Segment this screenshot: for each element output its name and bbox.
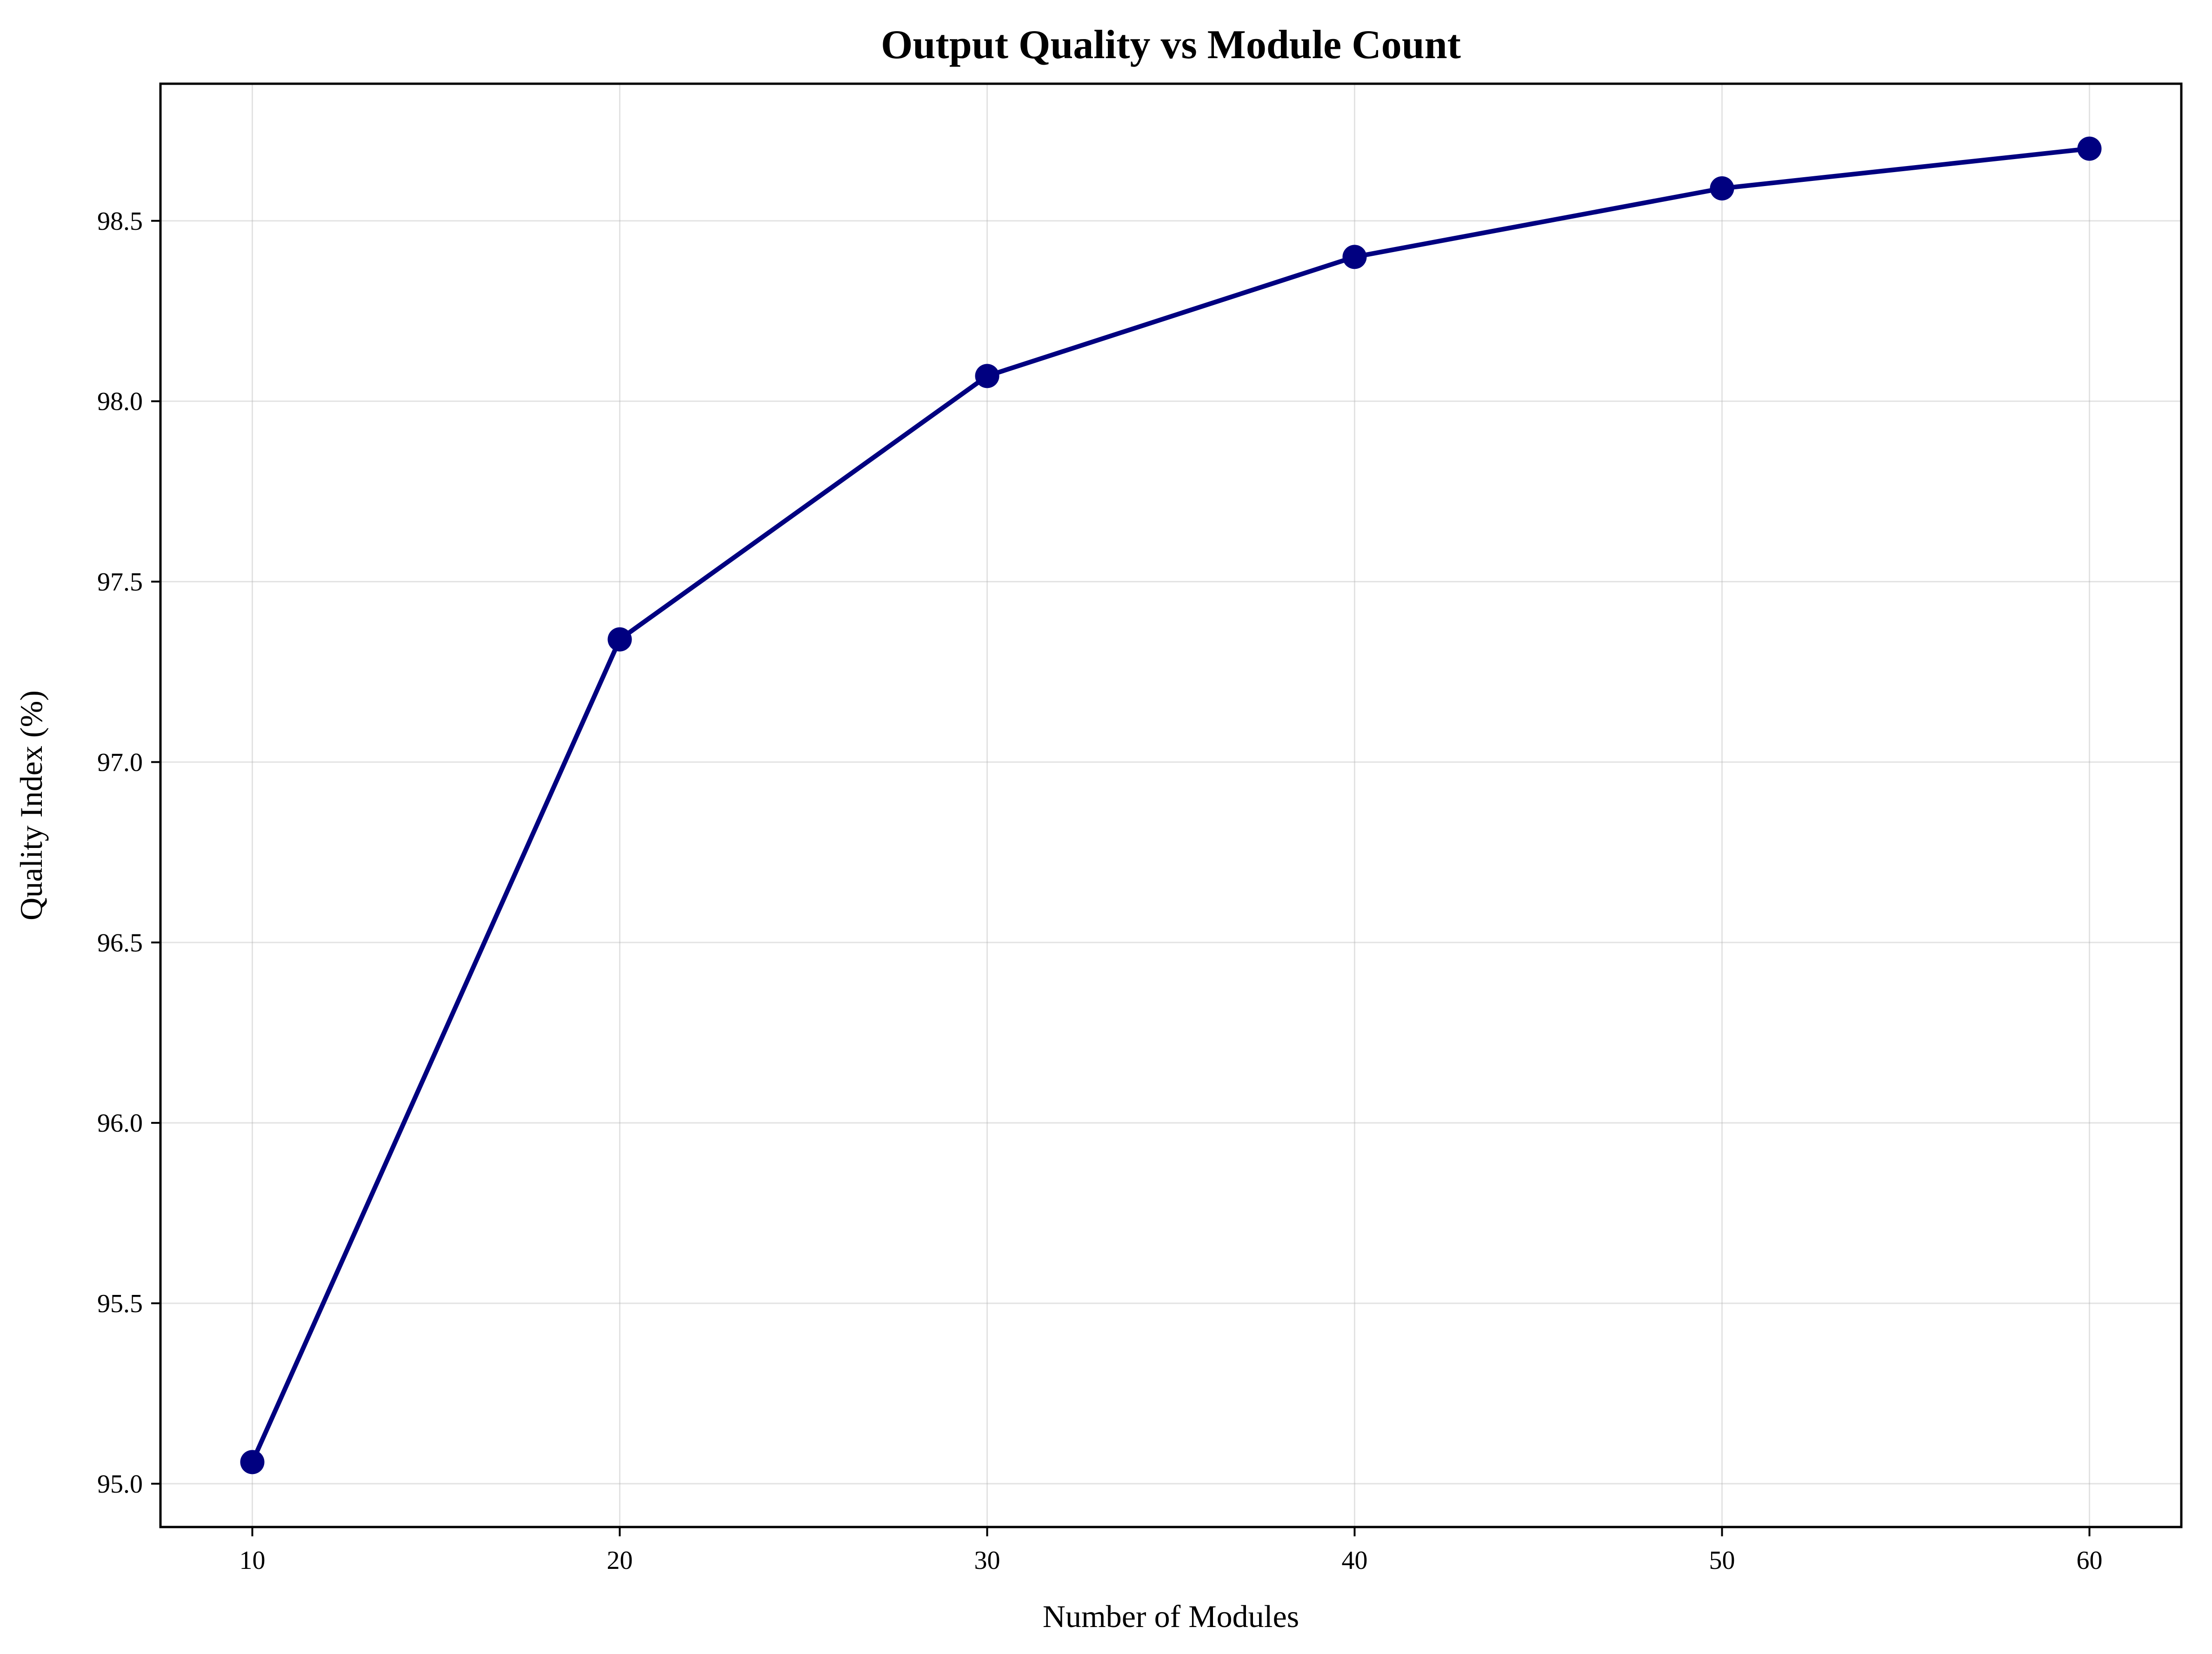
x-tick-label: 60 bbox=[2077, 1546, 2103, 1575]
data-point bbox=[240, 1450, 265, 1474]
data-point bbox=[975, 364, 999, 388]
plot-area bbox=[159, 82, 2183, 1528]
y-tick-label: 95.5 bbox=[97, 1289, 143, 1318]
series-layer bbox=[240, 136, 2102, 1474]
x-tick-label: 20 bbox=[607, 1546, 633, 1575]
chart-title: Output Quality vs Module Count bbox=[881, 22, 1461, 67]
y-tick-label: 98.5 bbox=[97, 207, 143, 236]
y-tick-label: 97.0 bbox=[97, 748, 143, 777]
x-tick-label: 10 bbox=[240, 1546, 266, 1575]
y-tick-label: 96.0 bbox=[97, 1109, 143, 1138]
x-tick-label: 50 bbox=[1709, 1546, 1735, 1575]
y-tick-label: 96.5 bbox=[97, 928, 143, 957]
series-line bbox=[250, 146, 2092, 1465]
y-axis-label: Quality Index (%) bbox=[13, 690, 49, 920]
y-tick-label: 95.0 bbox=[97, 1470, 143, 1499]
data-point bbox=[2077, 136, 2102, 161]
grid bbox=[160, 84, 2181, 1527]
x-tick-label: 30 bbox=[974, 1546, 1000, 1575]
y-tick-label: 98.0 bbox=[97, 387, 143, 416]
x-axis-label: Number of Modules bbox=[1043, 1599, 1299, 1634]
axis-ticks: 10 20 30 40 50 60 95.0 95.5 96.0 96.5 97.0 97.5 98.0… bbox=[97, 207, 2103, 1575]
y-tick-label: 97.5 bbox=[97, 568, 143, 597]
x-tick-label: 40 bbox=[1342, 1546, 1368, 1575]
data-point bbox=[607, 627, 632, 652]
data-point bbox=[1342, 245, 1367, 269]
data-point bbox=[1710, 176, 1734, 200]
